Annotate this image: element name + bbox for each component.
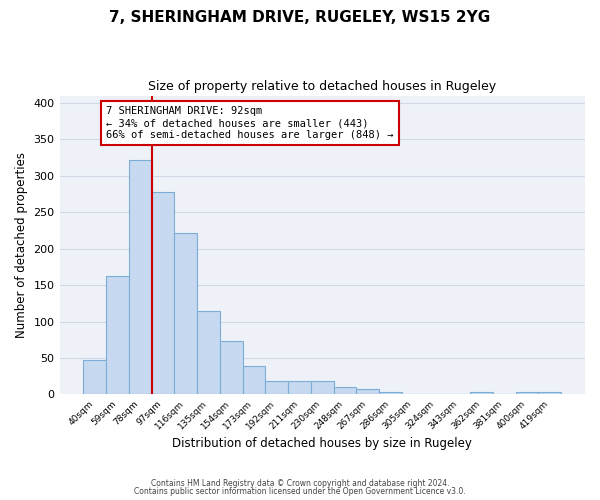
Bar bbox=[538, 392, 561, 394]
Bar bbox=[470, 392, 493, 394]
Bar bbox=[83, 360, 106, 394]
Text: Contains HM Land Registry data © Crown copyright and database right 2024.: Contains HM Land Registry data © Crown c… bbox=[151, 478, 449, 488]
Bar bbox=[515, 392, 538, 394]
Y-axis label: Number of detached properties: Number of detached properties bbox=[15, 152, 28, 338]
Bar bbox=[242, 366, 265, 394]
Text: 7, SHERINGHAM DRIVE, RUGELEY, WS15 2YG: 7, SHERINGHAM DRIVE, RUGELEY, WS15 2YG bbox=[109, 10, 491, 25]
Bar bbox=[265, 382, 288, 394]
Bar bbox=[379, 392, 402, 394]
Title: Size of property relative to detached houses in Rugeley: Size of property relative to detached ho… bbox=[148, 80, 496, 93]
Bar bbox=[129, 160, 152, 394]
Bar bbox=[334, 387, 356, 394]
Bar bbox=[197, 312, 220, 394]
Text: 7 SHERINGHAM DRIVE: 92sqm
← 34% of detached houses are smaller (443)
66% of semi: 7 SHERINGHAM DRIVE: 92sqm ← 34% of detac… bbox=[106, 106, 394, 140]
Bar bbox=[152, 192, 175, 394]
Bar bbox=[311, 382, 334, 394]
Bar bbox=[220, 342, 242, 394]
Bar bbox=[106, 276, 129, 394]
Bar bbox=[356, 390, 379, 394]
Bar bbox=[288, 382, 311, 394]
Text: Contains public sector information licensed under the Open Government Licence v3: Contains public sector information licen… bbox=[134, 487, 466, 496]
Bar bbox=[175, 234, 197, 394]
X-axis label: Distribution of detached houses by size in Rugeley: Distribution of detached houses by size … bbox=[172, 437, 472, 450]
